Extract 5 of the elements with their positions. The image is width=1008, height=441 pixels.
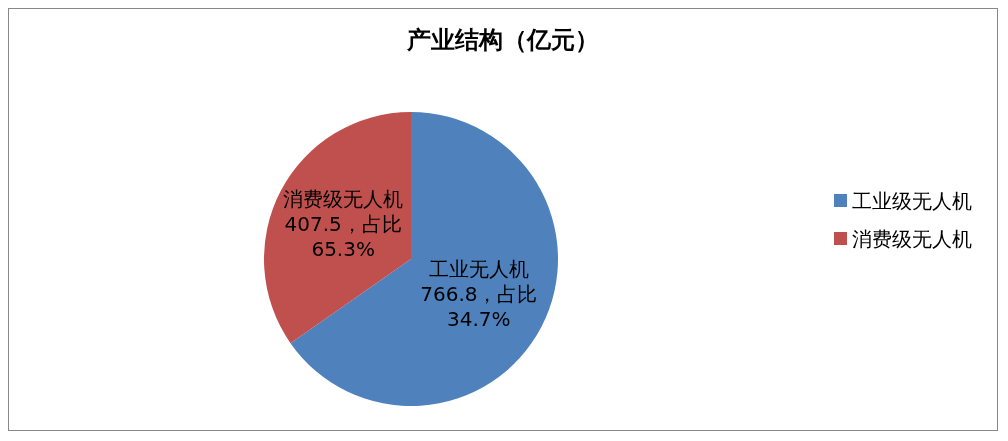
data-label: 工业无人机 766.8，占比 34.7%: [420, 257, 538, 332]
legend-label: 消费级无人机: [852, 226, 972, 251]
data-label: 消费级无人机 407.5，占比 65.3%: [283, 186, 404, 261]
chart-title: 产业结构（亿元）: [406, 26, 599, 54]
legend-label: 工业级无人机: [852, 188, 972, 213]
